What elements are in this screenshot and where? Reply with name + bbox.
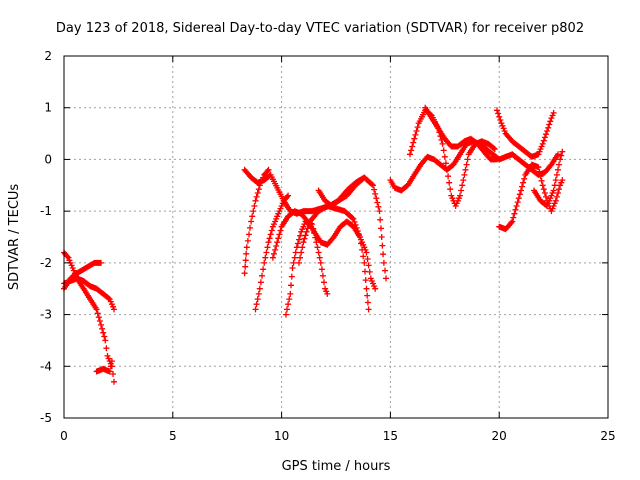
plot-frame [63, 55, 609, 419]
chart-title: Day 123 of 2018, Sidereal Day-to-day VTE… [56, 21, 584, 36]
data-point-markers [252, 192, 292, 313]
x-tick-label: 0 [60, 429, 68, 443]
series-track-14 [422, 104, 500, 163]
x-tick-label: 15 [383, 429, 398, 443]
y-tick-label: 0 [44, 152, 52, 166]
series-track-11 [315, 174, 389, 282]
y-tick-label: -4 [40, 359, 52, 373]
data-point-markers [241, 166, 272, 277]
y-tick-label: -3 [40, 308, 52, 322]
series-track-17 [531, 148, 566, 209]
x-tick-label: 20 [492, 429, 507, 443]
data-point-markers [531, 148, 566, 209]
data-point-markers [422, 104, 500, 163]
x-axis-label: GPS time / hours [282, 459, 391, 474]
data-point-markers [494, 107, 557, 160]
x-tick-label: 25 [600, 429, 615, 443]
y-tick-label: -1 [40, 204, 52, 218]
data-point-markers [93, 358, 115, 375]
y-tick-label: 1 [44, 101, 52, 115]
series-track-15 [494, 107, 557, 160]
x-tick-label: 5 [169, 429, 177, 443]
y-tick-label: -2 [40, 256, 52, 270]
y-tick-label: -5 [40, 411, 52, 425]
x-tick-label: 10 [274, 429, 289, 443]
series-track-6 [241, 166, 272, 277]
y-axis-label: SDTVAR / TECUs [7, 184, 22, 291]
axis-ticks: 0 5 10 15 20 25 -5 -4 -3 -2 -1 0 1 2 [40, 49, 616, 443]
series-track-7 [252, 192, 292, 313]
y-tick-label: 2 [44, 49, 52, 63]
series-track-4 [93, 358, 115, 375]
data-point-markers [315, 174, 389, 282]
